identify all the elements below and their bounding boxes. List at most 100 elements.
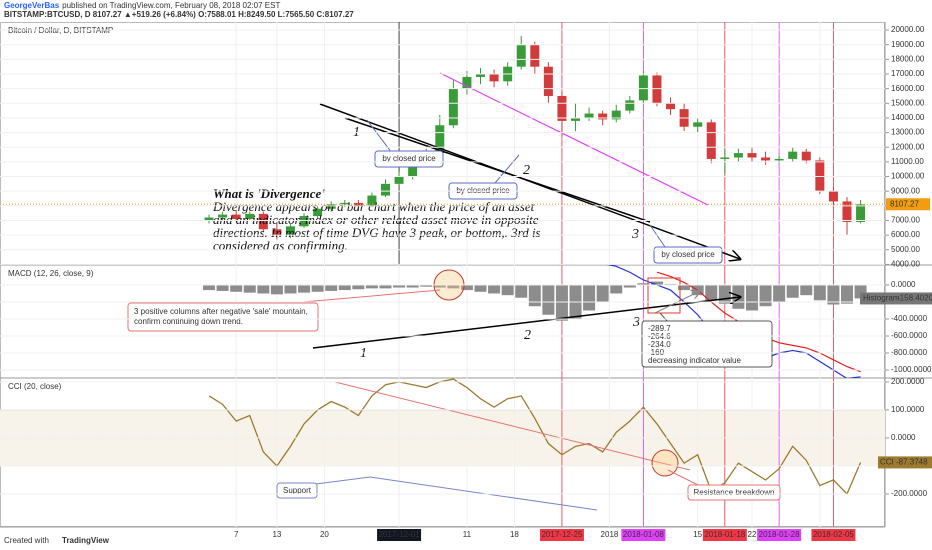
candle-body: [367, 195, 377, 206]
candle-body: [801, 151, 811, 161]
candle-body: [543, 66, 553, 96]
candle-body: [584, 113, 594, 118]
candle-body: [571, 117, 581, 121]
candle-body: [652, 75, 662, 104]
date-label-bg: [621, 529, 666, 541]
author: GeorgeVerBas: [4, 1, 60, 10]
publisher: GeorgeVerBas published on TradingView.com…: [4, 1, 280, 10]
histogram-bar: [420, 284, 433, 287]
y-tick-label: 16000.00: [891, 84, 925, 93]
y-tick-label: 19000.00: [891, 40, 925, 49]
histogram-bar: [243, 284, 256, 293]
note-line: directions. In most of time DVG have 3 p…: [213, 225, 541, 240]
callout-text: Resistance breakdown: [694, 488, 775, 497]
histogram-bar: [800, 284, 813, 296]
callout-text: -264.6: [648, 332, 671, 341]
callout-box: [641, 320, 773, 368]
histogram-bar: [650, 281, 663, 285]
callout-box: [127, 302, 319, 332]
candle-body: [856, 204, 866, 222]
histogram-bar: [542, 284, 555, 315]
histogram-bar: [460, 284, 473, 291]
resistance-line: [439, 72, 709, 206]
callout-text: decreasing indicator value: [648, 356, 741, 365]
histogram-bar: [610, 284, 623, 294]
callout-line: [649, 224, 666, 248]
histogram-bar: [827, 284, 840, 305]
y-tick-label: -600.0000: [891, 331, 928, 340]
candle-body: [815, 160, 825, 192]
histogram-bar: [813, 284, 826, 301]
y-tick-label: 0.0000: [891, 280, 916, 289]
note-title: What is 'Divergence': [213, 186, 325, 201]
candle-body: [462, 76, 472, 89]
y-tick-label: -400.0000: [891, 314, 928, 323]
last-price-label: 8107.27: [890, 199, 919, 208]
callout-text: by closed price: [382, 154, 436, 163]
y-tick-label: 100.0000: [891, 405, 925, 414]
histogram-bar: [433, 284, 446, 288]
candle-body: [761, 157, 771, 161]
x-tick-label: 11: [463, 530, 472, 539]
callout-line: [667, 469, 701, 487]
callout-text: by closed price: [661, 250, 715, 259]
symbol-line: BITSTAMP:BTCUSD, D 8107.27 ▲+519.26 (+6.…: [4, 10, 354, 19]
callout-text: Support: [283, 486, 312, 495]
x-tick-label: 2018: [601, 530, 619, 539]
histogram-bar: [637, 283, 650, 285]
histogram-bar: [298, 284, 311, 293]
footer: Created with: [4, 536, 49, 545]
histogram-bar: [379, 284, 392, 289]
candle-body: [598, 113, 608, 120]
y-tick-label: -200.0000: [891, 489, 928, 498]
candle-body: [435, 125, 445, 154]
last-value-bg: [860, 292, 932, 305]
callout-text: by closed price: [456, 186, 510, 195]
histogram-bar: [718, 284, 731, 304]
x-tick-label: 2018-01-18: [704, 530, 745, 539]
candle-body: [340, 202, 350, 205]
y-tick-label: 14000.00: [891, 113, 925, 122]
y-tick-label: 200.0000: [891, 377, 925, 386]
candle-body: [272, 229, 282, 236]
histogram-bar: [474, 284, 487, 292]
peak-number: 3: [632, 315, 640, 330]
histogram-bar: [745, 284, 758, 311]
histogram-bar: [270, 284, 283, 295]
histogram-bar: [325, 284, 338, 291]
highlight-box: [647, 277, 681, 314]
candle-body: [489, 73, 499, 82]
candle-body: [625, 100, 635, 111]
candle-body: [747, 153, 757, 158]
x-tick-label: 15: [693, 530, 702, 539]
candle-body: [557, 95, 567, 121]
histogram-bar: [216, 284, 229, 291]
histogram-bar: [501, 284, 514, 296]
x-tick-label: 2018-01-28: [759, 530, 800, 539]
y-tick-label: -800.0000: [891, 348, 928, 357]
candle-body: [394, 176, 404, 184]
candle-body: [218, 214, 228, 218]
callout-text: -289.7: [648, 324, 671, 333]
y-tick-label: 7000.00: [891, 216, 920, 225]
cci-pane-title: CCI (20, close): [8, 382, 62, 391]
candle-body: [476, 73, 486, 77]
trend-line: [344, 117, 651, 223]
x-tick-label: 22: [748, 530, 757, 539]
histogram-bar: [583, 284, 596, 311]
last-name: Histogram: [863, 294, 900, 303]
y-tick-label: 11000.00: [891, 157, 924, 166]
last-value-label: -87.3748: [896, 458, 928, 467]
y-tick-label: -1000.0000: [891, 365, 932, 374]
histogram-bar: [528, 284, 541, 307]
y-tick-label: 17000.00: [891, 69, 925, 78]
histogram-bar: [230, 284, 243, 292]
histogram-bar: [406, 284, 419, 288]
candle-body: [611, 110, 621, 120]
candle-body: [530, 44, 540, 67]
callout-text: 3 positive columns after negative 'sale'…: [134, 307, 308, 316]
callout-box: [653, 246, 723, 264]
candle-body: [380, 183, 390, 196]
price-pane-title: Bitcoin / Dollar, D, BITSTAMP: [8, 26, 113, 35]
macd-pane: [203, 265, 867, 378]
